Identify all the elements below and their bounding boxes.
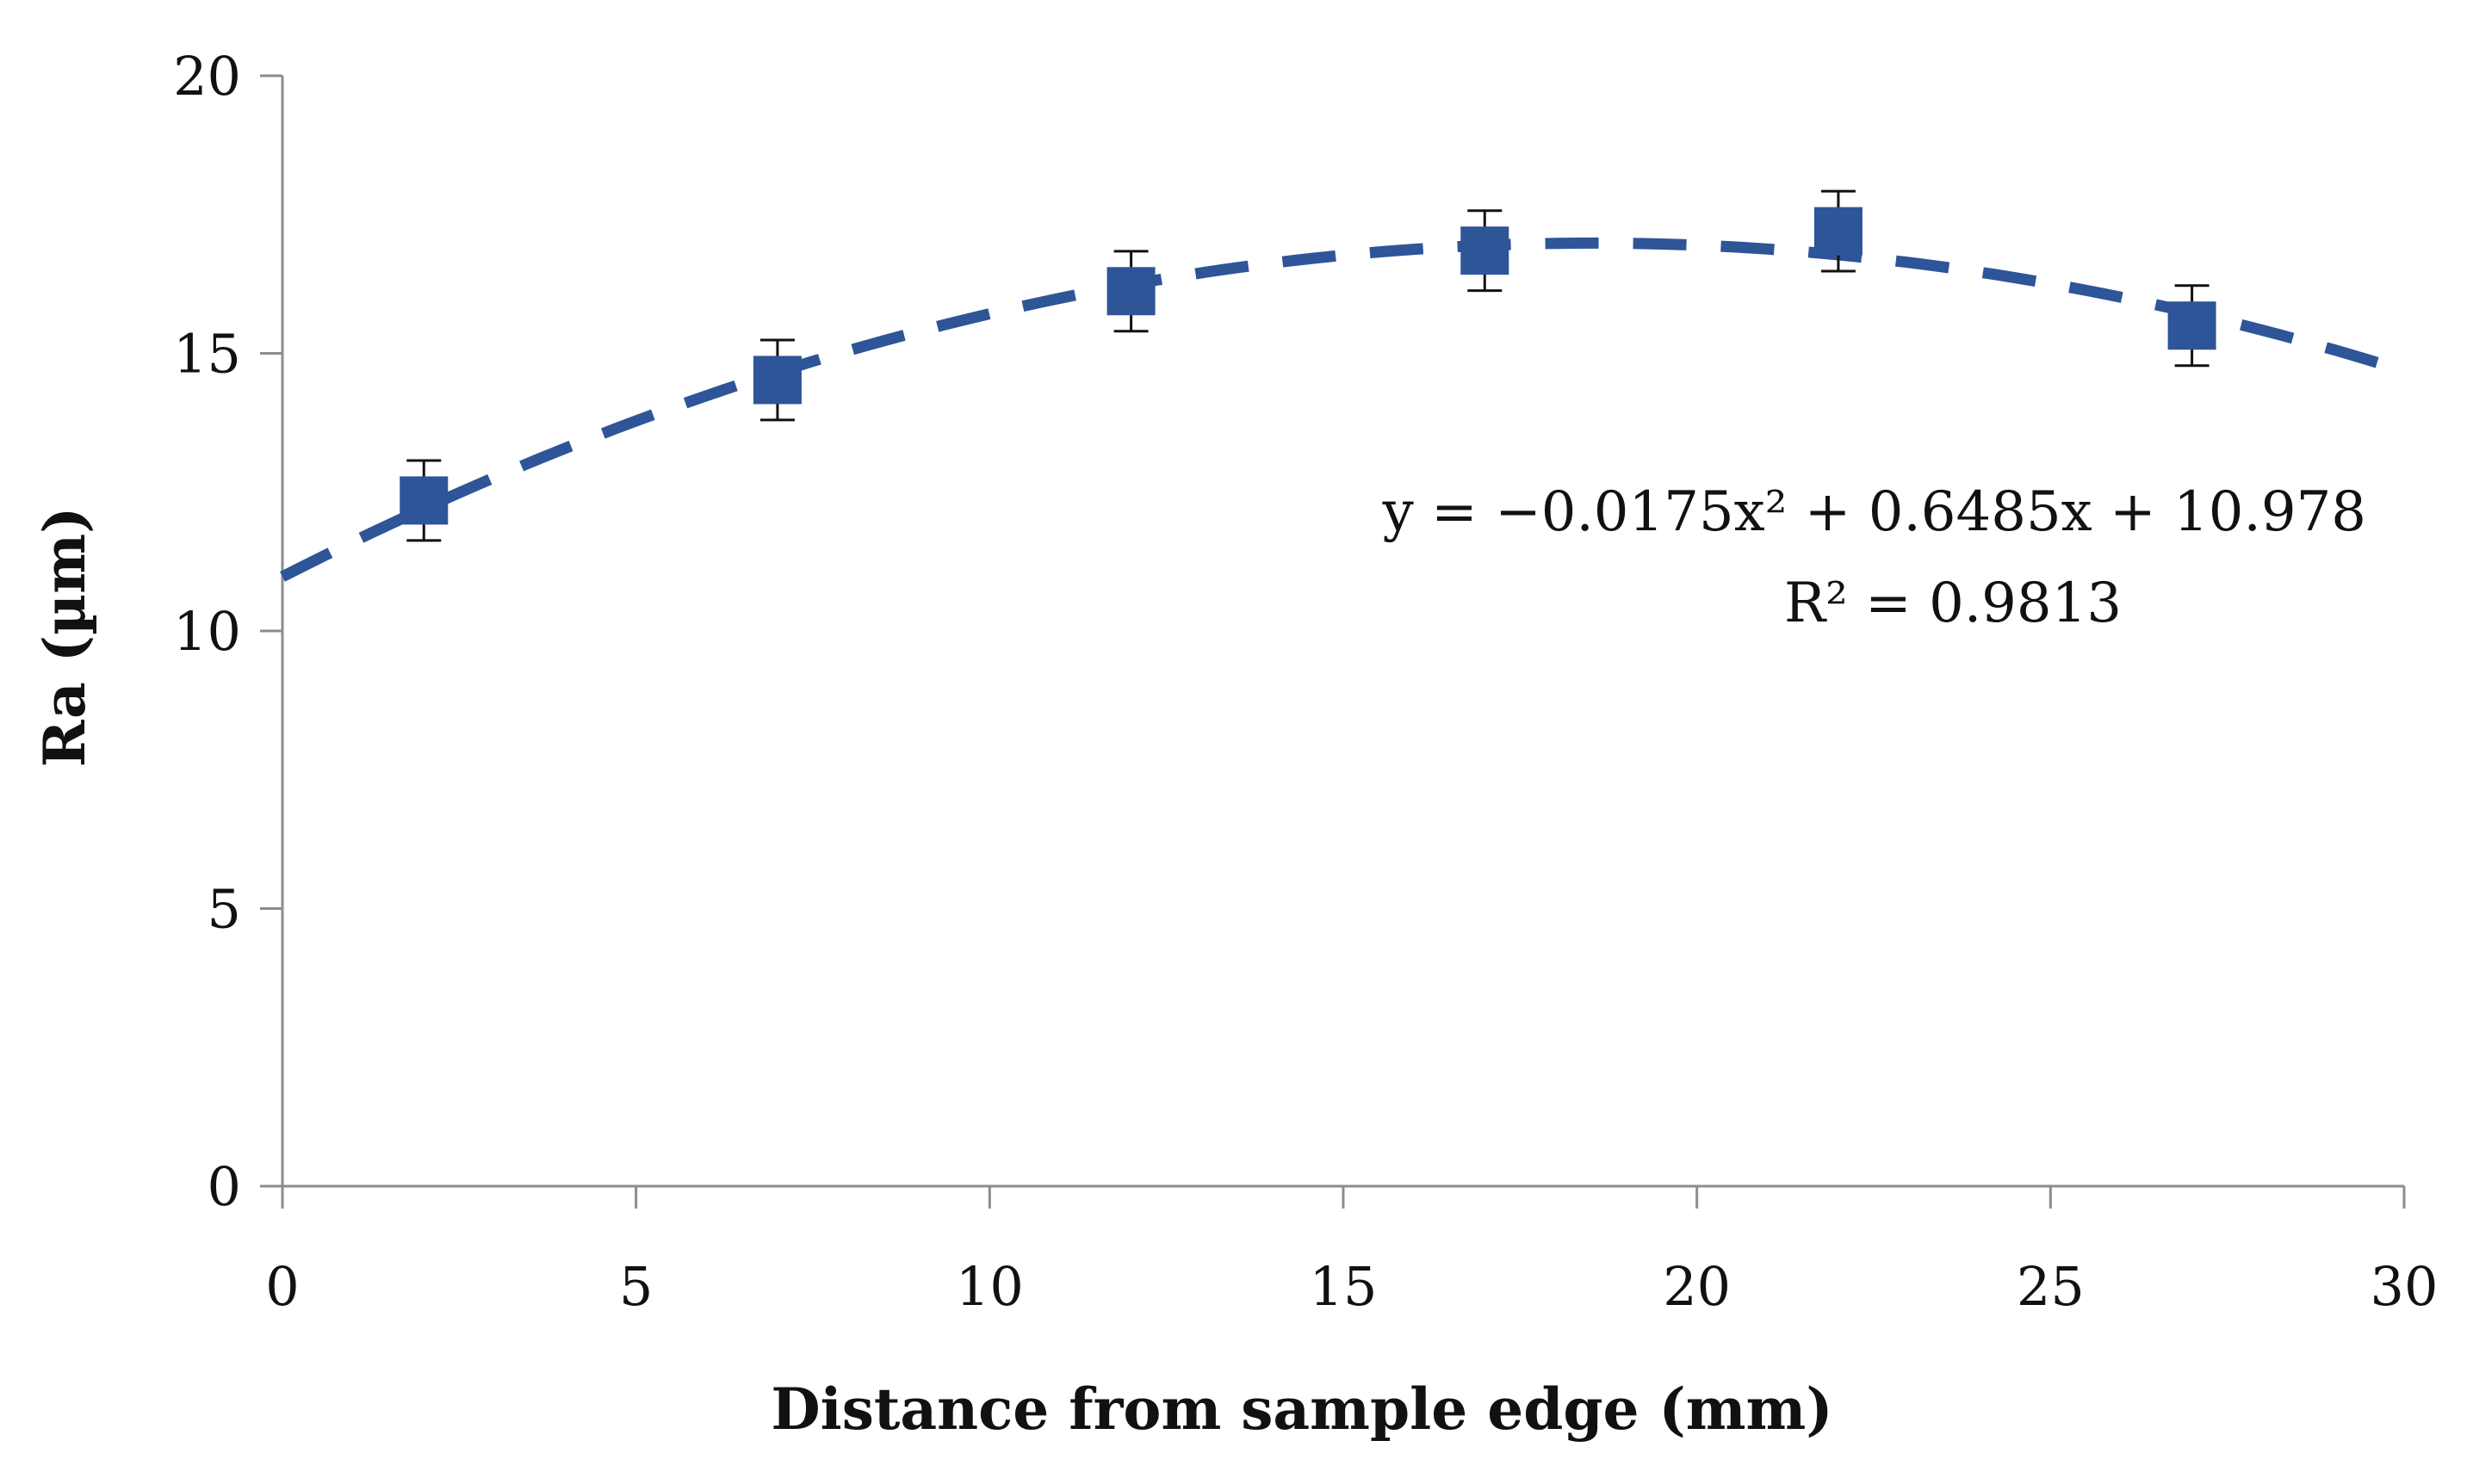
x-tick-label: 25 [2017,1255,2085,1318]
data-point [753,356,802,405]
data-point-group [753,338,802,422]
data-point [2167,301,2216,350]
data-points [400,189,2216,542]
trendline-equation: y = −0.0175x² + 0.6485x + 10.978 [1382,480,2366,544]
x-tick-label: 5 [619,1255,653,1318]
data-point [1813,207,1862,256]
x-axis-title: Distance from sample edge (mm) [771,1376,1832,1443]
data-point-group [1813,189,1862,273]
r-squared-label: R² = 0.9813 [1784,572,2122,635]
data-point-group [2167,284,2216,368]
x-tick-label: 0 [265,1255,299,1318]
axes [260,74,2406,1209]
data-point [1460,226,1509,275]
data-point [400,476,449,525]
axis-labels: 0 5 10 15 20 0 5 10 15 20 25 30 [173,45,2438,1318]
y-tick-label: 15 [173,323,241,386]
y-tick-label: 0 [208,1155,241,1218]
x-tick-label: 10 [956,1255,1024,1318]
y-tick-label: 10 [173,600,241,663]
y-tick-label: 5 [208,878,241,941]
trendline [280,237,2406,582]
data-point-group [1106,250,1156,333]
x-tick-label: 15 [1310,1255,1378,1318]
data-point-group [400,459,449,542]
trendline-group [280,237,2406,582]
data-point-group [1460,209,1509,293]
data-point [1106,267,1156,316]
x-tick-label: 30 [2371,1255,2439,1318]
y-axis-title: Ra (µm) [31,507,98,768]
x-tick-label: 20 [1663,1255,1731,1318]
y-tick-label: 20 [173,45,241,108]
